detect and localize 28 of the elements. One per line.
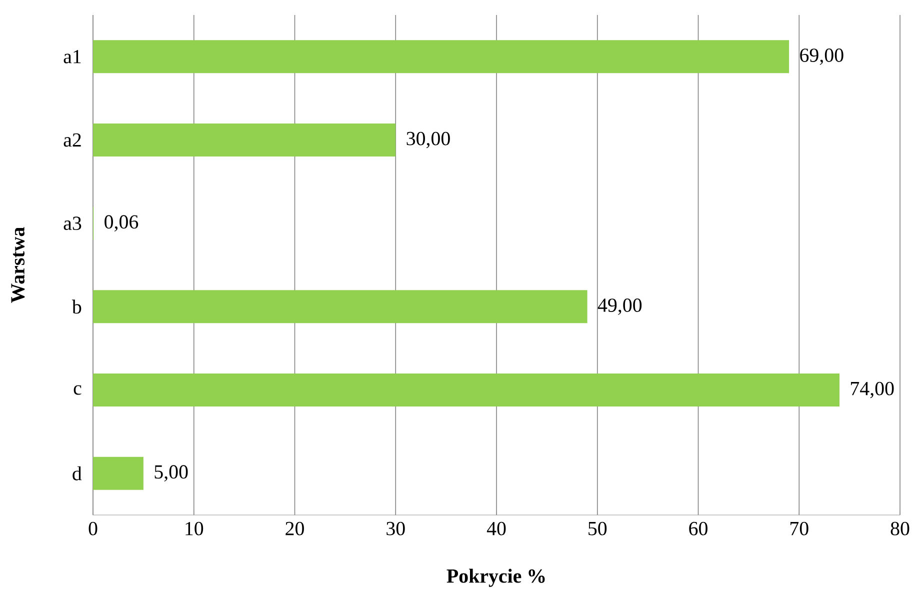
bar	[93, 40, 790, 74]
bar	[93, 374, 840, 407]
data-label: 30,00	[406, 132, 450, 148]
x-tick-label: 20	[286, 522, 304, 536]
y-tick-label: c	[74, 385, 82, 395]
y-tick-label: b	[72, 300, 82, 314]
bar	[93, 456, 144, 490]
data-label: 74,00	[850, 382, 894, 398]
y-axis-title: Warstwa	[11, 227, 25, 303]
data-label: 69,00	[800, 48, 844, 65]
x-tick-label: 30	[386, 522, 405, 536]
y-tick-label: a2	[64, 133, 81, 147]
x-tick-label: 10	[186, 522, 204, 536]
x-tick-label: 40	[486, 522, 506, 536]
x-axis-title: Pokrycie %	[446, 568, 545, 587]
x-tick-label: 60	[689, 522, 708, 536]
x-tick-label: 70	[790, 522, 808, 536]
x-tick-label: 0	[88, 522, 98, 536]
y-tick-label: a1	[64, 50, 81, 64]
data-label: 5,00	[154, 465, 188, 482]
data-label: 49,00	[598, 298, 642, 315]
y-tick-label: d	[72, 466, 82, 480]
bar	[93, 290, 588, 324]
data-label: 0,06	[104, 215, 138, 232]
bar	[93, 124, 396, 157]
y-tick-label: a3	[64, 216, 82, 230]
x-tick-label: 80	[890, 522, 910, 536]
x-tick-label: 50	[588, 522, 607, 536]
